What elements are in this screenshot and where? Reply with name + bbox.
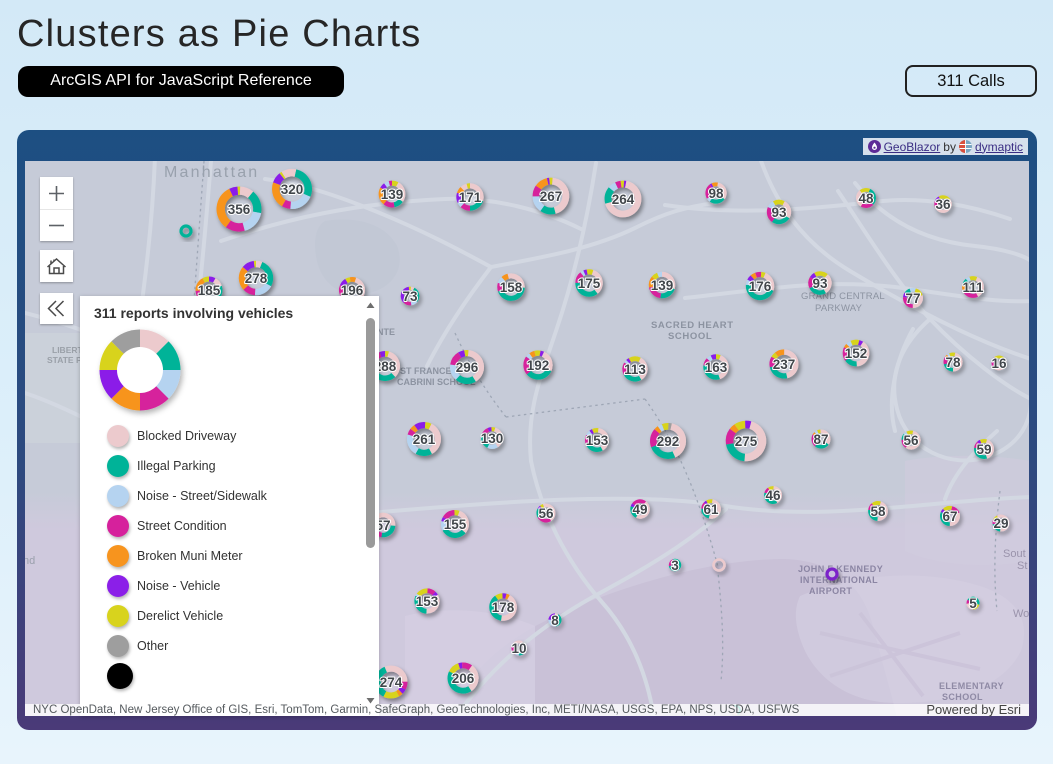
svg-text:77: 77 [905,291,920,306]
svg-text:264: 264 [612,192,635,207]
svg-text:113: 113 [624,362,646,377]
svg-text:261: 261 [413,432,436,447]
svg-text:5: 5 [969,596,977,611]
svg-text:267: 267 [540,189,563,204]
svg-text:176: 176 [749,279,772,294]
svg-text:SACRED HEART: SACRED HEART [651,320,734,331]
svg-text:48: 48 [858,191,874,206]
svg-text:NTE: NTE [377,327,395,337]
svg-text:Sout: Sout [1003,548,1026,560]
svg-text:56: 56 [903,433,919,448]
svg-text:93: 93 [812,276,828,291]
svg-text:46: 46 [765,488,781,503]
svg-text:73: 73 [402,289,418,304]
svg-text:STATE PARK: STATE PARK [47,355,100,365]
svg-text:153: 153 [586,433,609,448]
svg-text:St: St [1017,560,1027,572]
svg-text:206: 206 [452,671,475,686]
svg-text:INTERNATIONAL: INTERNATIONAL [800,575,878,585]
svg-text:59: 59 [976,442,991,457]
svg-text:139: 139 [651,278,674,293]
svg-text:98: 98 [708,186,724,201]
svg-text:296: 296 [456,360,479,375]
svg-text:274: 274 [380,675,403,690]
svg-text:93: 93 [771,205,787,220]
svg-text:56: 56 [538,506,554,521]
svg-text:10: 10 [511,641,526,656]
svg-text:87: 87 [813,432,828,447]
svg-text:111: 111 [962,280,984,295]
svg-text:158: 158 [500,280,523,295]
svg-text:SCHOOL: SCHOOL [942,692,983,702]
svg-text:320: 320 [281,182,304,197]
svg-text:78: 78 [945,355,961,370]
svg-text:155: 155 [444,517,467,532]
svg-text:185: 185 [198,283,221,298]
svg-text:AIRPORT: AIRPORT [809,586,852,596]
svg-text:49: 49 [632,502,647,517]
svg-text:130: 130 [481,431,504,446]
svg-text:171: 171 [459,190,482,205]
svg-text:237: 237 [773,357,796,372]
svg-text:36: 36 [935,197,951,212]
svg-text:8: 8 [551,613,559,628]
svg-text:178: 178 [492,600,515,615]
svg-text:356: 356 [228,202,251,217]
svg-text:58: 58 [870,504,886,519]
svg-text:LIBERTY: LIBERTY [52,345,89,355]
svg-text:ELEMENTARY: ELEMENTARY [939,681,1004,691]
svg-text:163: 163 [705,360,728,375]
svg-text:CABRINI SCHOOL: CABRINI SCHOOL [397,377,476,387]
svg-text:153: 153 [416,594,439,609]
svg-text:Manhattan: Manhattan [164,164,259,181]
svg-text:SCHOOL: SCHOOL [668,331,712,342]
svg-text:16: 16 [991,356,1007,371]
svg-text:292: 292 [657,434,680,449]
svg-text:139: 139 [381,187,404,202]
svg-text:175: 175 [578,276,601,291]
svg-text:JOHN F KENNEDY: JOHN F KENNEDY [798,564,883,574]
svg-text:152: 152 [845,346,868,361]
svg-text:3: 3 [671,558,679,573]
svg-text:67: 67 [942,509,957,524]
svg-text:nd: nd [25,555,35,567]
svg-text:29: 29 [993,516,1008,531]
svg-text:196: 196 [341,283,364,298]
svg-text:192: 192 [527,358,550,373]
svg-text:61: 61 [703,502,719,517]
svg-text:GRAND CENTRAL: GRAND CENTRAL [801,291,885,302]
svg-text:PARKWAY: PARKWAY [815,303,863,314]
svg-text:278: 278 [245,271,268,286]
svg-text:275: 275 [735,434,758,449]
svg-text:ST FRANCES: ST FRANCES [400,366,458,376]
svg-text:Woo: Woo [1013,608,1029,620]
